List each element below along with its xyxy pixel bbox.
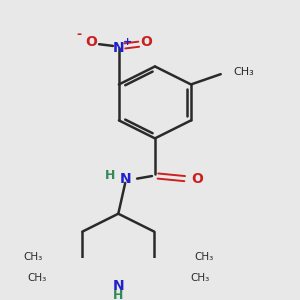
Text: O: O	[141, 34, 153, 49]
Text: H: H	[113, 290, 124, 300]
Text: H: H	[105, 169, 115, 182]
Text: CH₃: CH₃	[190, 273, 209, 283]
Text: +: +	[123, 38, 133, 47]
Text: N: N	[112, 279, 124, 292]
Text: N: N	[113, 41, 125, 56]
Text: -: -	[77, 28, 82, 41]
Text: O: O	[85, 34, 97, 49]
Text: O: O	[192, 172, 203, 186]
Text: N: N	[119, 172, 131, 186]
Text: CH₃: CH₃	[234, 67, 254, 76]
Text: CH₃: CH₃	[23, 252, 43, 262]
Text: CH₃: CH₃	[27, 273, 46, 283]
Text: CH₃: CH₃	[194, 252, 213, 262]
